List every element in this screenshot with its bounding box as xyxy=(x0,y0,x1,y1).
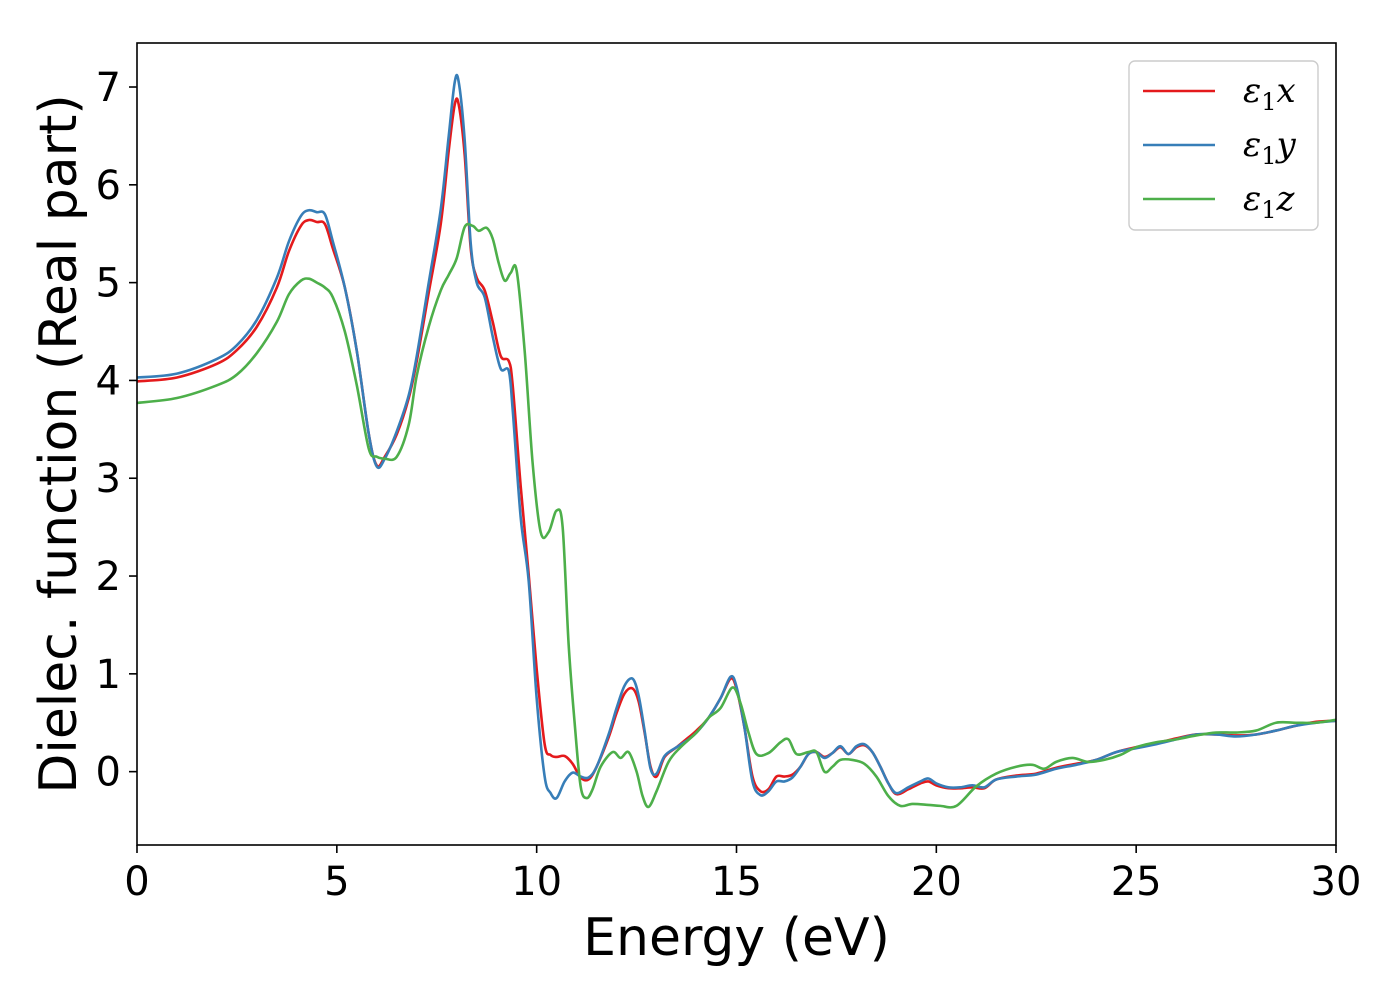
legend-suffix: x xyxy=(1277,71,1296,111)
legend-suffix: y xyxy=(1275,125,1297,165)
y-tick-label: 5 xyxy=(96,261,121,307)
y-tick-label: 1 xyxy=(96,652,121,698)
legend-symbol: ε xyxy=(1243,125,1261,165)
legend-suffix: z xyxy=(1276,179,1296,219)
y-tick-label: 4 xyxy=(96,358,121,404)
x-tick-label: 25 xyxy=(1111,859,1162,905)
y-tick-label: 0 xyxy=(96,750,121,796)
x-tick-label: 10 xyxy=(511,859,562,905)
y-axis-label: Dielec. function (Real part) xyxy=(29,94,89,793)
y-tick-label: 2 xyxy=(96,554,121,600)
x-tick-label: 30 xyxy=(1311,859,1362,905)
legend-box xyxy=(1128,60,1319,231)
legend-label-x: ε1x xyxy=(1243,71,1296,116)
series-line-y xyxy=(137,73,1336,800)
series-layer xyxy=(137,73,1336,809)
legend-label-y: ε1y xyxy=(1243,125,1297,170)
legend-subscript: 1 xyxy=(1261,88,1276,116)
x-tick-label: 15 xyxy=(711,859,762,905)
y-tick-label: 3 xyxy=(96,456,121,502)
y-tick-label: 6 xyxy=(96,163,121,209)
x-tick-label: 0 xyxy=(124,859,149,905)
y-tick-label: 7 xyxy=(96,65,121,111)
legend-subscript: 1 xyxy=(1261,196,1276,224)
legend-label-z: ε1z xyxy=(1243,179,1296,224)
x-axis-label: Energy (eV) xyxy=(583,908,890,968)
x-tick-label: 20 xyxy=(911,859,962,905)
legend-symbol: ε xyxy=(1243,179,1261,219)
ticks-layer: 0 5 10 15 20 25 30 0 1 2 3 4 5 6 7 xyxy=(96,65,1362,905)
legend-subscript: 1 xyxy=(1261,142,1276,170)
legend-symbol: ε xyxy=(1243,71,1261,111)
x-tick-label: 5 xyxy=(324,859,349,905)
series-line-z xyxy=(137,222,1336,809)
